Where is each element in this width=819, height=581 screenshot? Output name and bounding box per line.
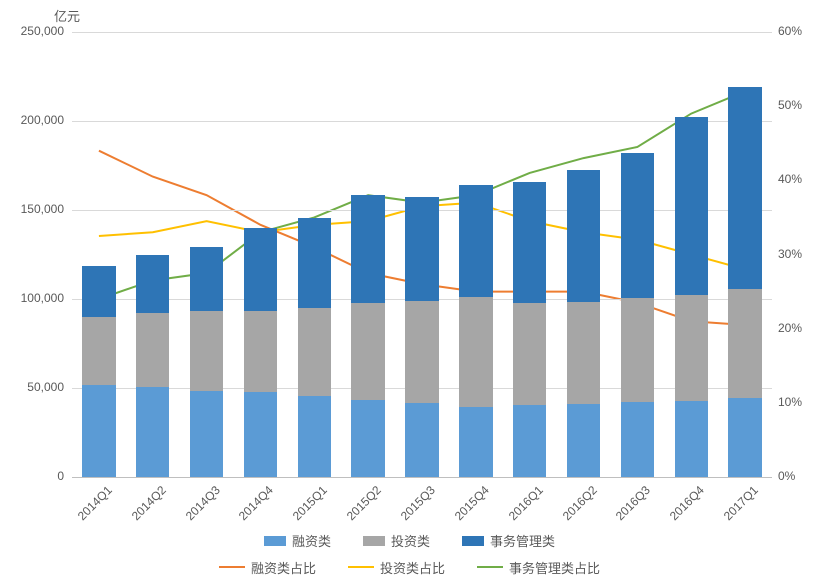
legend-item: 事务管理类 <box>462 531 555 550</box>
bar-segment <box>621 153 654 298</box>
legend-swatch <box>348 566 374 568</box>
y2-tick-label: 50% <box>778 98 802 112</box>
y2-tick-label: 30% <box>778 247 802 261</box>
y2-tick-label: 20% <box>778 321 802 335</box>
bar-segment <box>298 308 331 396</box>
y-tick-label: 0 <box>4 469 64 483</box>
y-tick-label: 100,000 <box>4 291 64 305</box>
y2-tick-label: 0% <box>778 469 795 483</box>
legend-label: 融资类占比 <box>251 558 316 577</box>
bar-segment <box>244 311 277 393</box>
bar-segment <box>298 396 331 477</box>
x-tick-label: 2014Q4 <box>228 483 276 531</box>
x-tick-label: 2016Q3 <box>605 483 653 531</box>
y-tick-label: 150,000 <box>4 202 64 216</box>
legend-item: 融资类 <box>264 531 331 550</box>
legend-swatch <box>363 536 385 546</box>
legend-swatch <box>219 566 245 568</box>
y2-tick-label: 10% <box>778 395 802 409</box>
bar-segment <box>190 247 223 312</box>
chart-container: 亿元 融资类 投资类 事务管理类 融资类占比 投资类占比 事务管理类占比 0 50,000… <box>0 0 819 581</box>
x-tick-label: 2017Q1 <box>713 483 761 531</box>
legend-label: 事务管理类 <box>490 531 555 550</box>
bar-segment <box>82 385 115 477</box>
y-tick-label: 50,000 <box>4 380 64 394</box>
y-tick-label: 250,000 <box>4 24 64 38</box>
bar-segment <box>459 185 492 297</box>
bar-segment <box>728 87 761 289</box>
bar-segment <box>244 228 277 311</box>
x-tick-label: 2014Q3 <box>174 483 222 531</box>
bar-segment <box>728 398 761 477</box>
bar-segment <box>459 407 492 477</box>
bar-segment <box>675 117 708 294</box>
bar-segment <box>459 297 492 406</box>
bar-segment <box>621 298 654 402</box>
bar-segment <box>728 289 761 398</box>
legend-item: 事务管理类占比 <box>477 558 600 577</box>
y-tick-label: 200,000 <box>4 113 64 127</box>
bar-segment <box>567 302 600 404</box>
bar-segment <box>513 182 546 303</box>
y-axis-unit-label: 亿元 <box>54 6 80 25</box>
bar-segment <box>190 391 223 477</box>
legend-swatch <box>264 536 286 546</box>
bar-segment <box>136 313 169 387</box>
bar-segment <box>621 402 654 477</box>
bar-segment <box>405 197 438 301</box>
bar-segment <box>675 401 708 477</box>
x-tick-label: 2014Q2 <box>121 483 169 531</box>
bar-segment <box>351 400 384 477</box>
x-tick-label: 2016Q4 <box>659 483 707 531</box>
legend-label: 投资类 <box>391 531 430 550</box>
legend-item: 投资类 <box>363 531 430 550</box>
legend-item: 投资类占比 <box>348 558 445 577</box>
bar-segment <box>82 266 115 317</box>
bar-segment <box>675 295 708 402</box>
gridline <box>72 32 772 33</box>
x-tick-label: 2015Q2 <box>336 483 384 531</box>
bar-segment <box>136 387 169 477</box>
x-tick-label: 2015Q3 <box>390 483 438 531</box>
bar-segment <box>567 404 600 477</box>
legend-label: 投资类占比 <box>380 558 445 577</box>
legend-swatch <box>477 566 503 568</box>
bar-segment <box>567 170 600 302</box>
bar-segment <box>82 317 115 386</box>
bar-segment <box>298 218 331 308</box>
bar-segment <box>351 303 384 400</box>
legend-row-lines: 融资类占比 投资类占比 事务管理类占比 <box>0 556 819 577</box>
x-tick-label: 2014Q1 <box>67 483 115 531</box>
legend-label: 融资类 <box>292 531 331 550</box>
bar-segment <box>190 311 223 390</box>
bar-segment <box>513 303 546 405</box>
bar-segment <box>136 255 169 314</box>
y2-tick-label: 40% <box>778 172 802 186</box>
x-tick-label: 2016Q1 <box>498 483 546 531</box>
legend-row-bars: 融资类 投资类 事务管理类 <box>0 531 819 550</box>
legend-item: 融资类占比 <box>219 558 316 577</box>
bar-segment <box>513 405 546 477</box>
gridline <box>72 121 772 122</box>
y2-tick-label: 60% <box>778 24 802 38</box>
x-tick-label: 2016Q2 <box>551 483 599 531</box>
x-tick-label: 2015Q4 <box>444 483 492 531</box>
x-tick-label: 2015Q1 <box>282 483 330 531</box>
bar-segment <box>351 195 384 303</box>
plot-area <box>72 32 772 478</box>
bar-segment <box>405 301 438 403</box>
legend-swatch <box>462 536 484 546</box>
legend-label: 事务管理类占比 <box>509 558 600 577</box>
bar-segment <box>405 403 438 477</box>
bar-segment <box>244 392 277 477</box>
